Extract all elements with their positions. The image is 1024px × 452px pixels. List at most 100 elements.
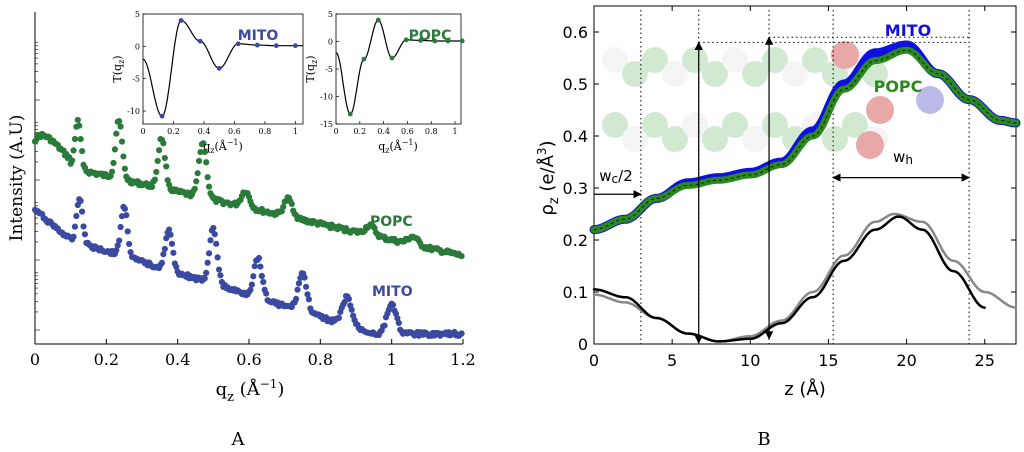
inset-y-tick-label: 0 (135, 42, 140, 51)
x-tick-label: 0.2 (94, 350, 119, 369)
atom (722, 47, 748, 73)
data-point (160, 140, 167, 147)
atom (842, 112, 868, 138)
panel-b-series (589, 40, 1021, 343)
x-tick-label: 0.4 (165, 350, 190, 369)
data-point (158, 259, 166, 266)
x-tick-label: 1.2 (450, 350, 475, 369)
atom (822, 126, 848, 152)
inset-x-tick-label: 0.4 (198, 127, 211, 136)
data-point (381, 322, 388, 329)
panel-b-arrows (594, 36, 970, 344)
x-axis-label-a: qz (Å−1) (216, 377, 285, 405)
data-point (120, 153, 127, 160)
data-point (248, 281, 255, 288)
data-point (389, 301, 397, 309)
inset-data-point (403, 37, 409, 43)
panel-a: 0 0.2 0.4 0.6 0.8 1 1.2 POPC MITO qz (Å−1) Int… (7, 10, 476, 450)
atom (916, 86, 944, 114)
data-point (335, 314, 342, 321)
atom (622, 126, 648, 152)
inset-data-point (216, 65, 222, 71)
inset-y-tick-label: 0 (328, 38, 333, 47)
y-tick-label: 0.2 (563, 231, 588, 250)
series-lower-black-curve (592, 215, 986, 343)
inset-data-point (235, 41, 241, 47)
data-point (280, 203, 287, 211)
series-label-mito: MITO (372, 284, 413, 300)
data-point (81, 231, 89, 238)
series-lower-gray-curve (592, 212, 1018, 343)
data-point (121, 165, 128, 172)
inset-popc: 0 0.2 0.4 0.6 0.8 1 5 0 -5 -10 -15 POPC qz(Å−1) T(… (304, 10, 465, 155)
data-point (160, 251, 167, 258)
inset-x-tick-label: 0 (333, 127, 338, 136)
data-point (207, 237, 214, 244)
inset-y-tick-label: -5 (325, 65, 333, 74)
inset-data-point (418, 38, 423, 43)
inset-data-point (432, 38, 438, 44)
data-point (214, 254, 221, 261)
panel-b-ticks: 0 5 10 15 20 25 0 0.1 0.2 0.3 0.4 0.5 0.6 (563, 6, 1016, 370)
atom (702, 126, 728, 152)
data-point (154, 157, 161, 165)
atom (866, 96, 894, 124)
y-axis-label-a: Intensity (A.U) (7, 115, 27, 242)
data-point (78, 147, 86, 155)
data-point (161, 154, 168, 162)
atom (642, 47, 668, 73)
data-point (205, 250, 213, 257)
data-point (111, 146, 118, 153)
inset-x-tick-label: 0.8 (425, 127, 438, 136)
data-point (73, 212, 80, 220)
data-point (168, 240, 176, 247)
data-point (204, 259, 211, 266)
inset-x-tick-label: 0 (140, 127, 145, 136)
atom (782, 61, 808, 87)
data-point (304, 291, 311, 298)
data-point (68, 157, 76, 164)
data-point (117, 123, 124, 130)
data-point (123, 212, 130, 219)
x-tick-label: 15 (818, 351, 838, 370)
x-tick-label: 5 (667, 351, 677, 370)
data-point (167, 231, 174, 238)
data-point (163, 163, 170, 170)
data-point (116, 237, 123, 244)
inset-y-tick-label: -15 (320, 120, 333, 129)
inset-mito-ticks: 0 0.2 0.4 0.6 0.8 1 5 0 -5 -10 (127, 10, 298, 136)
data-point (148, 183, 156, 191)
data-point (251, 263, 258, 270)
inset-x-tick-label: 1 (293, 127, 298, 136)
data-point (201, 148, 208, 156)
atom (602, 112, 628, 138)
series-popc-dashed (593, 49, 1017, 231)
inset-data-point (347, 111, 353, 117)
data-point (166, 226, 173, 233)
data-point (302, 283, 310, 290)
atom (722, 112, 748, 138)
inset-popc-ticks: 0 0.2 0.4 0.6 0.8 1 5 0 -5 -10 -15 (320, 10, 457, 136)
inset-y-tick-label: 5 (328, 10, 333, 19)
data-point (124, 228, 131, 235)
atom (662, 126, 688, 152)
atom (662, 61, 688, 87)
panel-label-b: B (757, 429, 770, 450)
data-point (203, 269, 210, 277)
data-point (292, 295, 300, 302)
inset-data-point (197, 38, 203, 44)
data-point (203, 159, 210, 166)
data-point (201, 275, 208, 282)
data-point (247, 286, 254, 293)
inset-x-tick-label: 0.4 (377, 127, 390, 136)
data-point (294, 286, 301, 293)
inset-data-point (273, 43, 279, 49)
x-axis-label-b: z (Å) (784, 378, 826, 400)
data-point (458, 253, 465, 260)
data-point (153, 168, 160, 176)
data-point (205, 183, 213, 190)
inset-mito-xlabel: qz(Å−1) (203, 138, 243, 155)
inset-data-point (389, 55, 395, 61)
data-point (194, 170, 201, 177)
